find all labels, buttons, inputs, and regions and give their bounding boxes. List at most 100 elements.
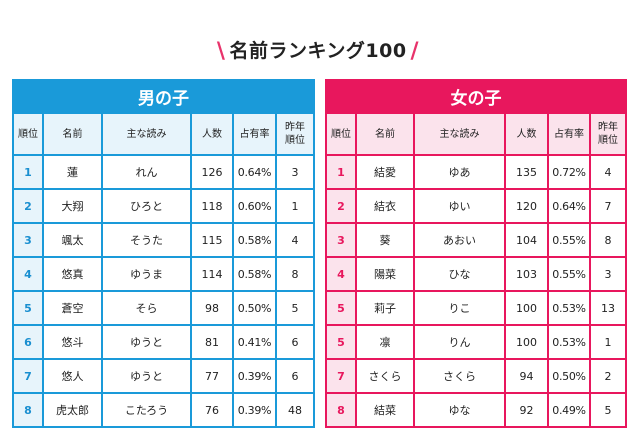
name-cell: 莉子 [355, 290, 415, 326]
table-row: 7 悠人 ゆうと 77 0.39% 6 [12, 358, 316, 394]
count-cell: 98 [190, 290, 234, 326]
prev-rank-cell: 5 [588, 392, 628, 428]
rank-cell: 6 [12, 324, 44, 360]
count-cell: 135 [504, 154, 549, 190]
prev-rank-label-line1: 昨年 [598, 122, 619, 133]
rank-cell: 8 [325, 392, 357, 428]
table-row: 5 凛りん 100 0.53% 1 [325, 324, 628, 360]
col-header-name: 名前 [42, 112, 103, 156]
rank-cell: 3 [12, 222, 44, 258]
page-title: \ 名前ランキング100/ [0, 36, 636, 64]
prev-rank-label-line2: 順位 [285, 135, 306, 146]
prev-rank-cell: 4 [274, 222, 316, 258]
slash-right-decoration: / [410, 39, 420, 64]
reading-cell: あおい [413, 222, 506, 258]
reading-cell: そら [101, 290, 192, 326]
count-cell: 77 [190, 358, 234, 394]
reading-cell: さくら [413, 358, 506, 394]
prev-rank-cell: 2 [588, 358, 628, 394]
share-cell: 0.49% [547, 392, 591, 428]
count-cell: 76 [190, 392, 234, 428]
name-cell: 悠斗 [42, 324, 103, 360]
reading-cell: ひな [413, 256, 506, 292]
share-cell: 0.64% [547, 188, 591, 224]
count-cell: 103 [504, 256, 549, 292]
share-cell: 0.72% [547, 154, 591, 190]
girls-ranking-table: 女の子 順位 名前 主な読み 人数 占有率 昨年 順位 1 結愛 ゆあ 135 0.72%… [324, 79, 628, 428]
table-row: 4 陽菜 ひな 103 0.55% 3 [325, 256, 628, 292]
reading-cell: ゆうと [101, 324, 192, 360]
name-cell: 悠真 [42, 256, 103, 292]
share-cell: 0.41% [232, 324, 277, 360]
reading-cell: ゆあ [413, 154, 506, 190]
reading-cell: こたろう [101, 392, 192, 428]
reading-cell: りこ [413, 290, 506, 326]
count-cell: 92 [504, 392, 549, 428]
share-cell: 0.39% [232, 358, 277, 394]
share-cell: 0.55% [547, 222, 591, 258]
prev-rank-cell: 4 [588, 154, 628, 190]
col-header-share: 占有率 [547, 112, 591, 156]
rank-cell: 5 [325, 324, 357, 360]
count-cell: 100 [504, 290, 549, 326]
col-header-count: 人数 [190, 112, 234, 156]
prev-rank-cell: 5 [274, 290, 316, 326]
rank-cell: 7 [12, 358, 44, 394]
share-cell: 0.55% [547, 256, 591, 292]
table-row: 6 悠斗 ゆうと 81 0.41% 6 [12, 324, 316, 360]
col-header-prev-rank: 昨年 順位 [274, 112, 316, 156]
reading-cell: そうた [101, 222, 192, 258]
share-cell: 0.53% [547, 324, 591, 360]
count-cell: 81 [190, 324, 234, 360]
prev-rank-cell: 48 [274, 392, 316, 428]
reading-cell: れん [101, 154, 192, 190]
col-header-share: 占有率 [232, 112, 277, 156]
rank-cell: 2 [12, 188, 44, 224]
count-cell: 104 [504, 222, 549, 258]
name-cell: 大翔 [42, 188, 103, 224]
name-cell: 結衣 [355, 188, 415, 224]
name-cell: 虎太郎 [42, 392, 103, 428]
rank-cell: 4 [325, 256, 357, 292]
reading-cell: ゆな [413, 392, 506, 428]
share-cell: 0.58% [232, 256, 277, 292]
col-header-reading: 主な読み [101, 112, 192, 156]
boys-ranking-table: 男の子 順位 名前 主な読み 人数 占有率 昨年 順位 1 蓮れん 126 0.64% 3… [11, 79, 316, 428]
girls-table-heading: 女の子 [324, 79, 628, 114]
count-cell: 114 [190, 256, 234, 292]
name-cell: 颯太 [42, 222, 103, 258]
boys-table-heading: 男の子 [11, 79, 316, 114]
table-row: 5 莉子 りこ 100 0.53% 13 [325, 290, 628, 326]
prev-rank-cell: 1 [588, 324, 628, 360]
name-cell: 凛 [355, 324, 415, 360]
count-cell: 120 [504, 188, 549, 224]
col-header-name: 名前 [355, 112, 415, 156]
table-row: 2 結衣 ゆい 120 0.64% 7 [325, 188, 628, 224]
count-cell: 118 [190, 188, 234, 224]
prev-rank-cell: 3 [588, 256, 628, 292]
share-cell: 0.58% [232, 222, 277, 258]
rank-cell: 3 [325, 222, 357, 258]
table-row: 5 蒼空 そら 98 0.50% 5 [12, 290, 316, 326]
rank-cell: 5 [12, 290, 44, 326]
name-cell: 蓮 [42, 154, 103, 190]
prev-rank-cell: 6 [274, 358, 316, 394]
rank-cell: 1 [325, 154, 357, 190]
count-cell: 94 [504, 358, 549, 394]
name-cell: さくら [355, 358, 415, 394]
name-cell: 結菜 [355, 392, 415, 428]
col-header-rank: 順位 [325, 112, 357, 156]
table-row: 3 葵あおい 104 0.55% 8 [325, 222, 628, 258]
name-cell: 蒼空 [42, 290, 103, 326]
prev-rank-label-line2: 順位 [598, 135, 619, 146]
count-cell: 100 [504, 324, 549, 360]
rank-cell: 8 [12, 392, 44, 428]
rank-cell: 4 [12, 256, 44, 292]
prev-rank-cell: 6 [274, 324, 316, 360]
col-header-reading: 主な読み [413, 112, 506, 156]
reading-cell: ゆい [413, 188, 506, 224]
rank-cell: 2 [325, 188, 357, 224]
prev-rank-cell: 8 [274, 256, 316, 292]
table-row: 8 虎太郎 こたろう 76 0.39% 48 [12, 392, 316, 428]
name-cell: 結愛 [355, 154, 415, 190]
